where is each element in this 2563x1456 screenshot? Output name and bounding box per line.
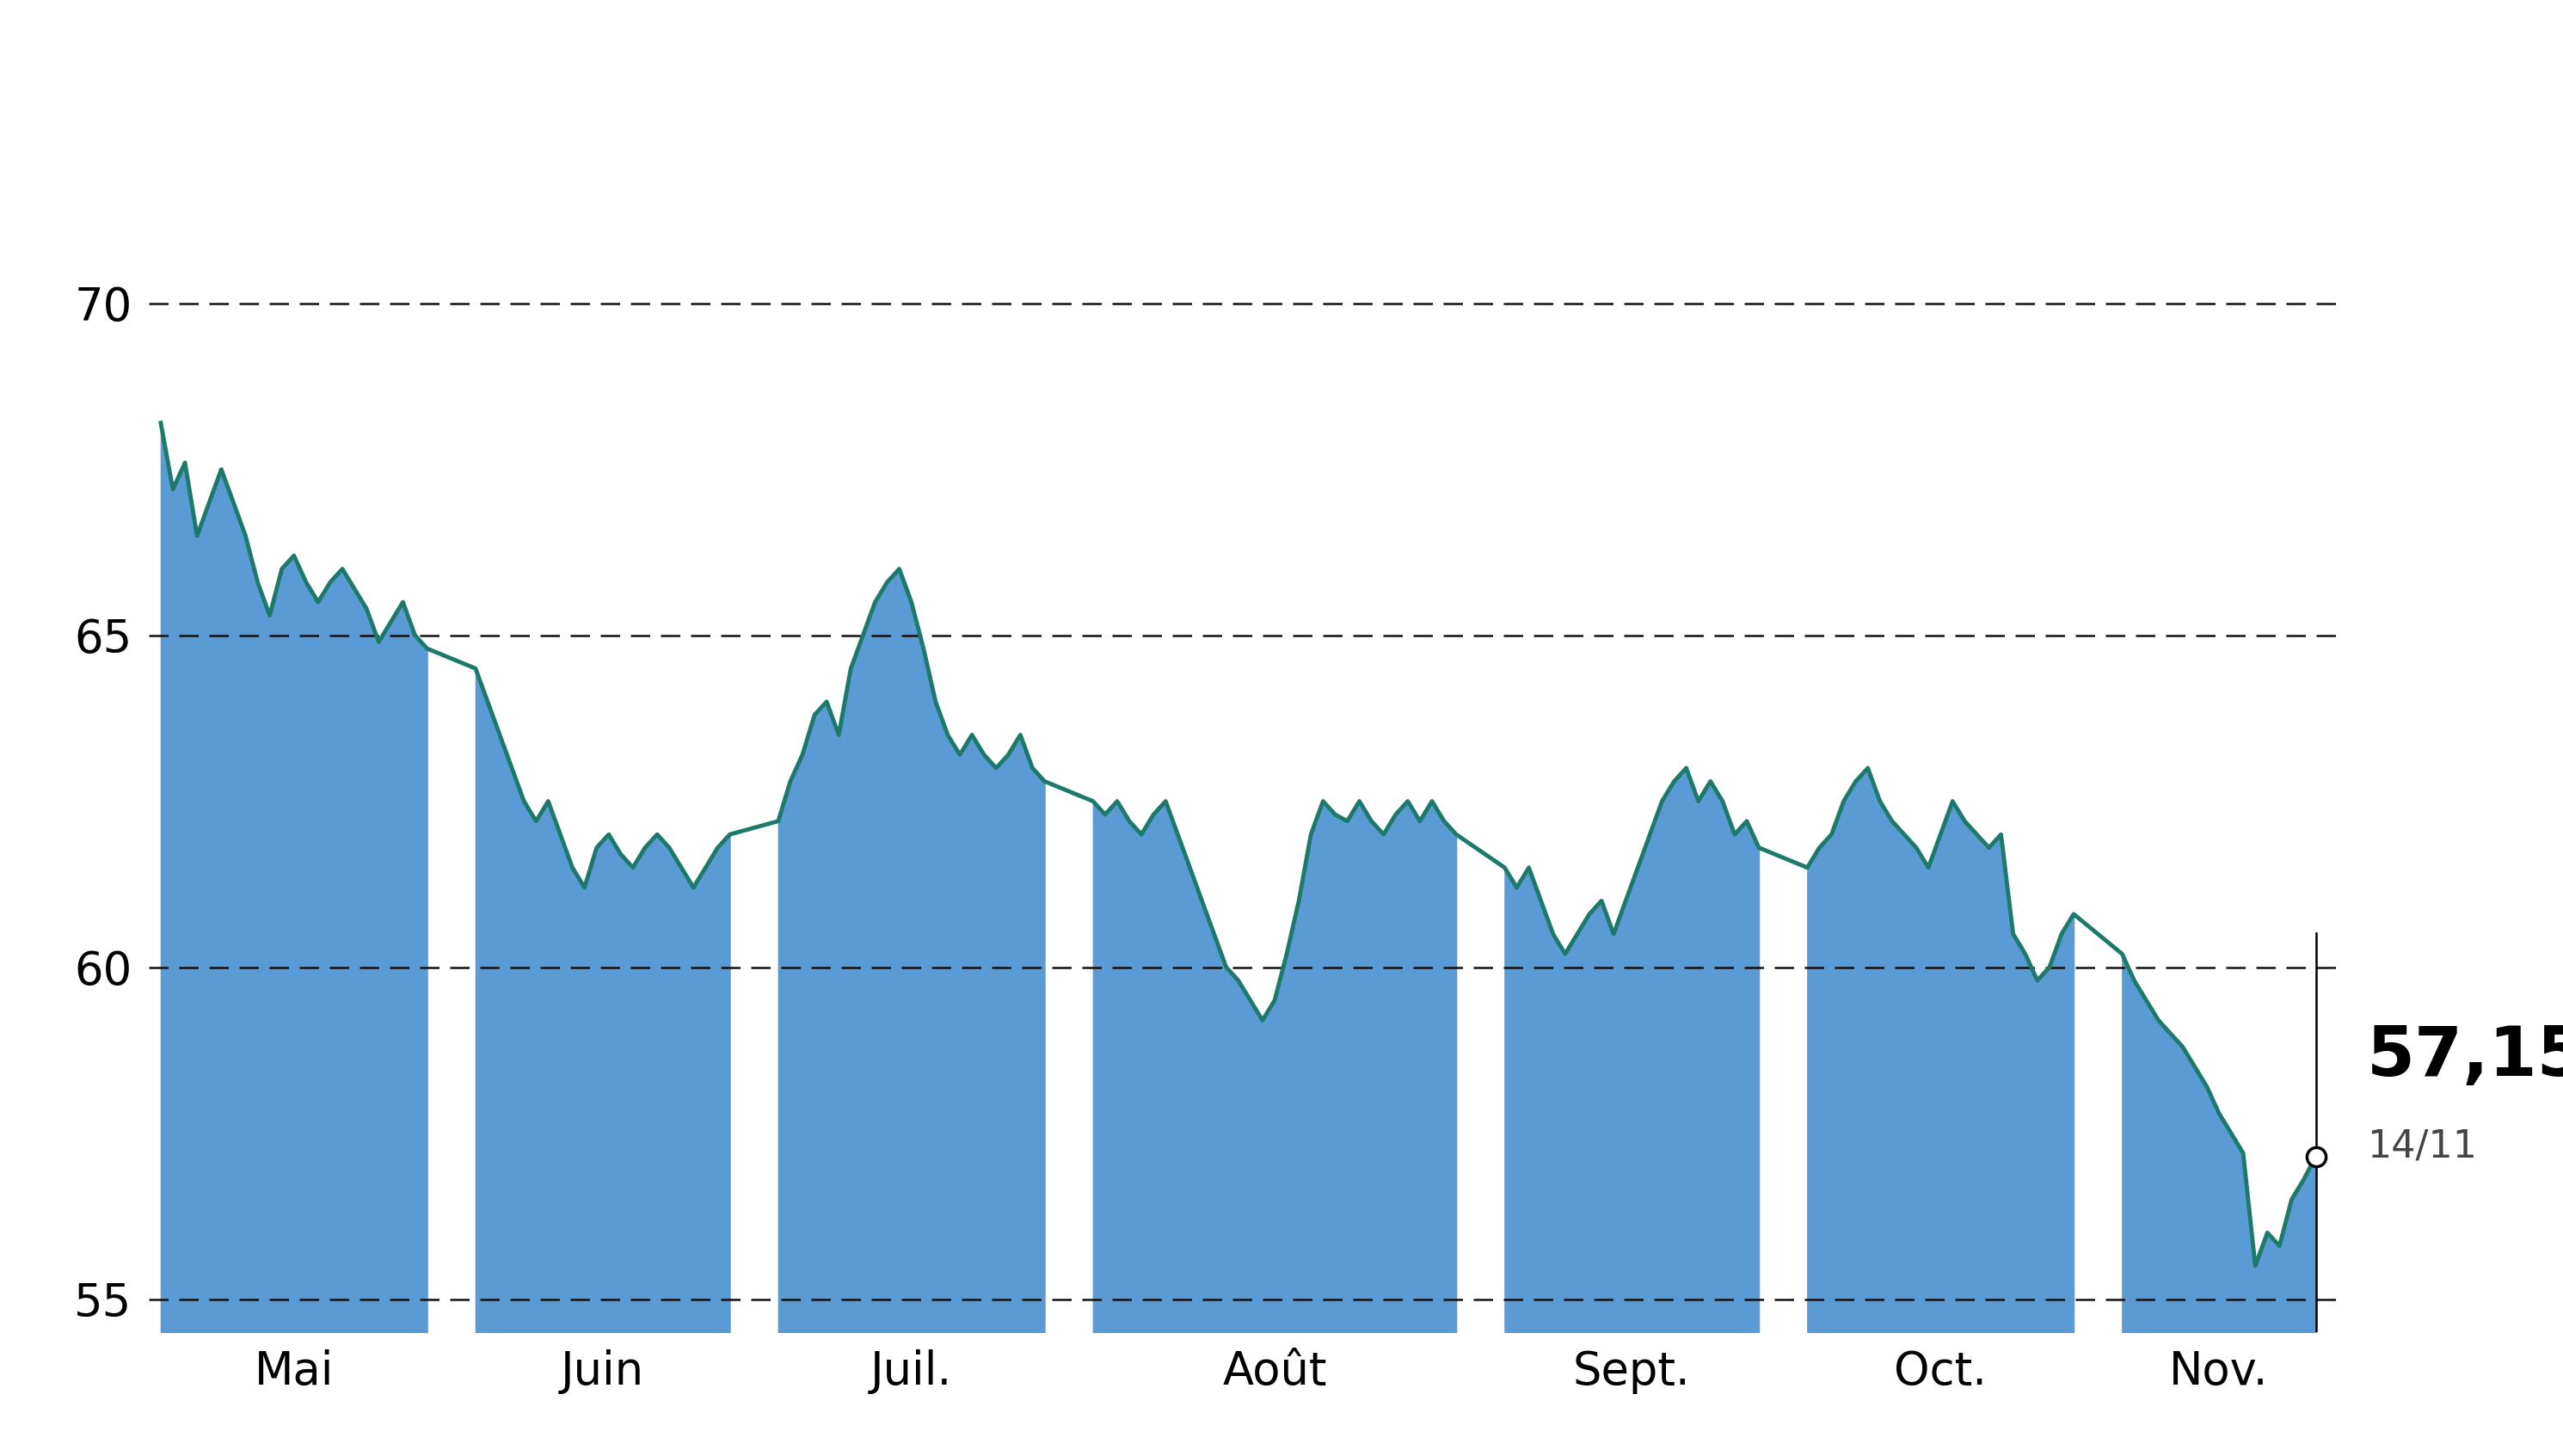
Text: TOTALENERGIES: TOTALENERGIES: [792, 32, 1771, 135]
Text: 57,15: 57,15: [2366, 1024, 2563, 1091]
Text: 14/11: 14/11: [2366, 1128, 2476, 1165]
